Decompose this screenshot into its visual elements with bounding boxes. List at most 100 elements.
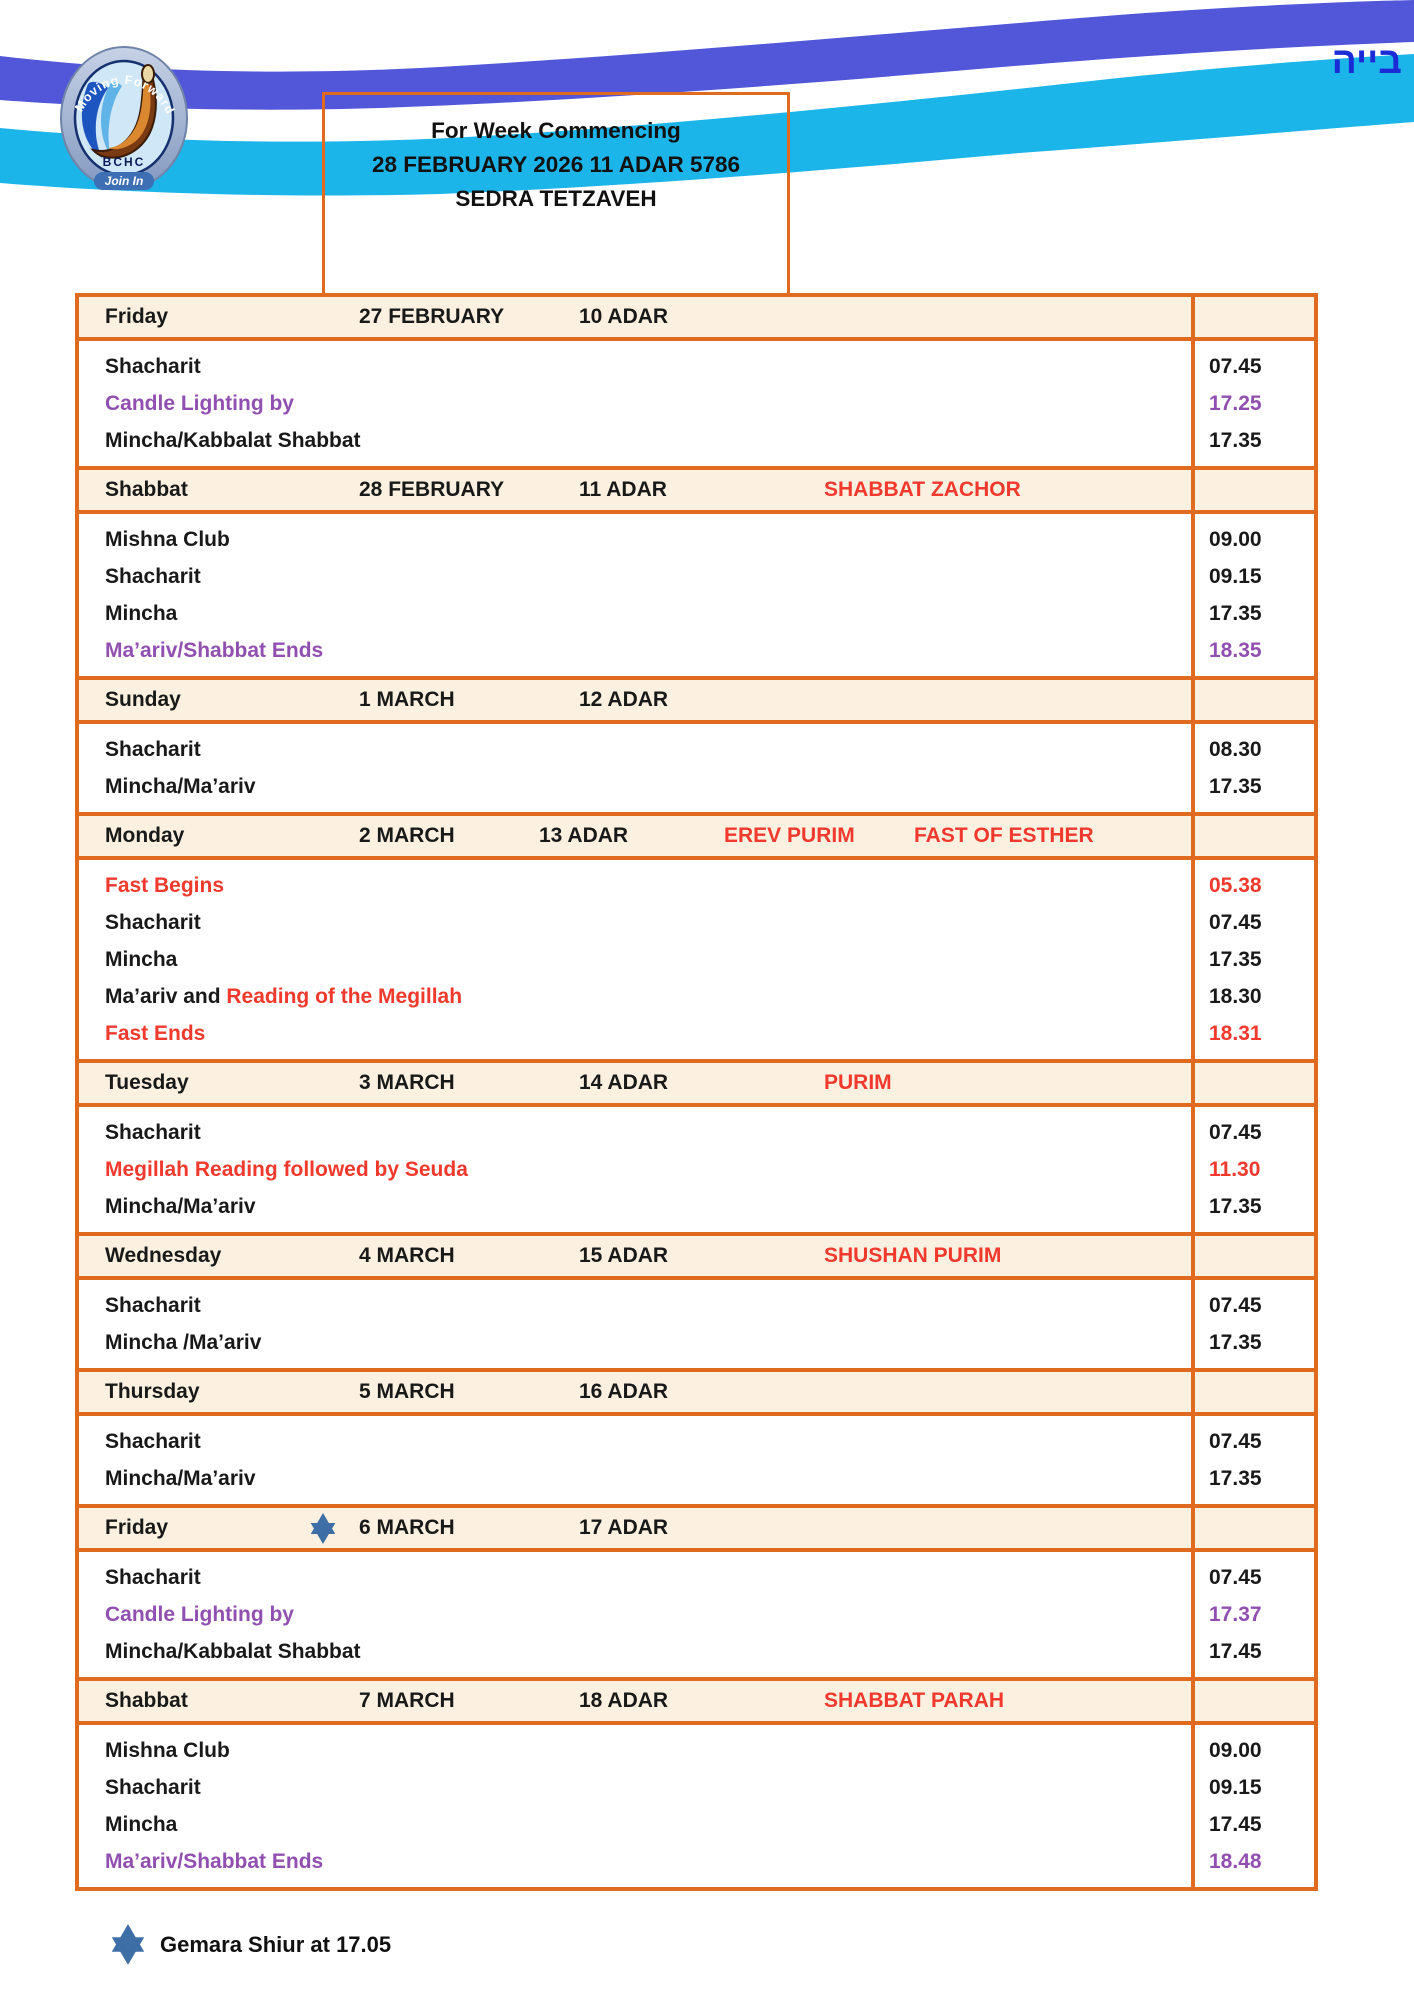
- service-label: Shacharit: [105, 1121, 201, 1144]
- header-wave-bands: [0, 0, 1414, 196]
- day-section-tuesday-3: Tuesday 3 MARCH 14 ADAR PURIM Shacharit …: [79, 1063, 1314, 1236]
- day-date: 3 MARCH: [359, 1071, 455, 1094]
- bchc-logo: Moving Forward BCHC Join In: [58, 44, 190, 194]
- service-time: 18.35: [1209, 639, 1262, 662]
- day-name: Shabbat: [105, 1689, 188, 1712]
- logo-banner: [94, 172, 154, 190]
- day-body-row: Shacharit Candle Lighting by Mincha/Kabb…: [79, 1552, 1314, 1677]
- day-date: 6 MARCH: [359, 1516, 455, 1539]
- hebrew-date: 14 ADAR: [579, 1071, 669, 1094]
- day-section-thursday-5: Thursday 5 MARCH 16 ADAR Shacharit Minch…: [79, 1372, 1314, 1508]
- service-label: Ma’ariv/Shabbat Ends: [105, 1850, 324, 1873]
- time-header-cell: [1191, 1508, 1314, 1548]
- time-header-cell: [1191, 297, 1314, 337]
- footer-note: Gemara Shiur at 17.05: [110, 1924, 391, 1965]
- service-time: 17.45: [1209, 1640, 1262, 1663]
- cyan-wave: [0, 54, 1414, 196]
- service-label: Mishna Club: [105, 1739, 230, 1762]
- day-header-row: Friday 27 FEBRUARY 10 ADAR: [79, 297, 1314, 341]
- hebrew-date: 11 ADAR: [579, 478, 667, 501]
- service-label: Shacharit: [105, 355, 201, 378]
- service-time: 18.30: [1209, 985, 1262, 1008]
- day-body-row: Mishna Club Shacharit Mincha Ma’ariv/Sha…: [79, 514, 1314, 676]
- service-time: 09.15: [1209, 1776, 1262, 1799]
- service-label: Shacharit: [105, 738, 201, 761]
- day-name: Monday: [105, 824, 185, 847]
- star-of-david-icon: [111, 1924, 145, 1965]
- service-label: Candle Lighting by: [105, 392, 294, 415]
- service-label: Mincha: [105, 602, 178, 625]
- festival-label: SHABBAT ZACHOR: [824, 478, 1021, 501]
- service-time: 18.48: [1209, 1850, 1262, 1873]
- day-date: 2 MARCH: [359, 824, 455, 847]
- service-time: 09.00: [1209, 1739, 1262, 1762]
- festival-label: EREV PURIM: [724, 824, 855, 847]
- day-body-row: Shacharit Candle Lighting by Mincha/Kabb…: [79, 341, 1314, 466]
- day-body-row: Fast Begins Shacharit Mincha Ma’ariv and…: [79, 860, 1314, 1059]
- service-label: Shacharit: [105, 1294, 201, 1317]
- day-header-row: Shabbat 7 MARCH 18 ADAR SHABBAT PARAH: [79, 1681, 1314, 1725]
- day-header-row: Tuesday 3 MARCH 14 ADAR PURIM: [79, 1063, 1314, 1107]
- service-time: 07.45: [1209, 1430, 1262, 1453]
- day-section-shabbat-28: Shabbat 28 FEBRUARY 11 ADAR SHABBAT ZACH…: [79, 470, 1314, 680]
- service-time: 17.35: [1209, 429, 1262, 452]
- service-label: Ma’ariv and Reading of the Megillah: [105, 985, 463, 1008]
- service-time: 17.37: [1209, 1603, 1262, 1626]
- day-header-row: Thursday 5 MARCH 16 ADAR: [79, 1372, 1314, 1416]
- time-header-cell: [1191, 470, 1314, 510]
- indigo-wave: [0, 0, 1414, 110]
- service-label: Megillah Reading followed by Seuda: [105, 1158, 468, 1181]
- day-body-row: Shacharit Mincha /Ma’ariv 07.45 17.35: [79, 1280, 1314, 1368]
- service-label: Mincha: [105, 1813, 178, 1836]
- day-section-friday-6: Friday 6 MARCH 17 ADAR Shacharit Candle …: [79, 1508, 1314, 1681]
- week-title-box: For Week Commencing 28 FEBRUARY 2026 11 …: [322, 92, 790, 293]
- day-section-shabbat-7: Shabbat 7 MARCH 18 ADAR SHABBAT PARAH Mi…: [79, 1681, 1314, 1887]
- service-label: Mincha/Ma’ariv: [105, 1467, 256, 1490]
- hebrew-date: 13 ADAR: [539, 824, 629, 847]
- service-time: 07.45: [1209, 355, 1262, 378]
- day-header-row: Monday 2 MARCH 13 ADAR EREV PURIM FAST O…: [79, 816, 1314, 860]
- hebrew-date: 16 ADAR: [579, 1380, 669, 1403]
- day-name: Wednesday: [105, 1244, 222, 1267]
- title-line1: For Week Commencing: [431, 118, 681, 143]
- title-line2: 28 FEBRUARY 2026 11 ADAR 5786: [371, 152, 741, 177]
- service-label: Mincha/Kabbalat Shabbat: [105, 1640, 361, 1663]
- service-time: 17.35: [1209, 602, 1262, 625]
- footer-note-text: Gemara Shiur at 17.05: [160, 1931, 392, 1957]
- logo-center-text: BCHC: [103, 155, 146, 169]
- day-date: 27 FEBRUARY: [359, 305, 505, 328]
- day-section-sunday-1: Sunday 1 MARCH 12 ADAR Shacharit Mincha/…: [79, 680, 1314, 816]
- day-name: Tuesday: [105, 1071, 189, 1094]
- hebrew-date: 18 ADAR: [579, 1689, 669, 1712]
- day-name: Thursday: [105, 1380, 200, 1403]
- festival-label: SHABBAT PARAH: [824, 1689, 1005, 1712]
- day-name: Friday: [105, 305, 169, 328]
- star-of-david-icon: [310, 1513, 336, 1544]
- day-header-row: Friday 6 MARCH 17 ADAR: [79, 1508, 1314, 1552]
- service-time: 07.45: [1209, 1121, 1262, 1144]
- service-label: Shacharit: [105, 565, 201, 588]
- megillah-reading-label: Reading of the Megillah: [226, 985, 463, 1008]
- hebrew-date: 17 ADAR: [579, 1516, 669, 1539]
- service-label: Fast Begins: [105, 874, 225, 897]
- hebrew-date: 10 ADAR: [579, 305, 669, 328]
- schedule-table: Friday 27 FEBRUARY 10 ADAR Shacharit Can…: [75, 293, 1318, 1891]
- service-time: 08.30: [1209, 738, 1262, 761]
- service-time: 17.35: [1209, 1331, 1262, 1354]
- day-name: Shabbat: [105, 478, 188, 501]
- service-time: 17.35: [1209, 948, 1262, 971]
- service-time: 07.45: [1209, 1294, 1262, 1317]
- day-body-row: Shacharit Mincha/Ma’ariv 07.45 17.35: [79, 1416, 1314, 1504]
- day-date: 28 FEBRUARY: [359, 478, 505, 501]
- day-header-row: Shabbat 28 FEBRUARY 11 ADAR SHABBAT ZACH…: [79, 470, 1314, 514]
- hebrew-date: 15 ADAR: [579, 1244, 669, 1267]
- service-label: Shacharit: [105, 1776, 201, 1799]
- logo-water-swoosh-2: [101, 82, 122, 154]
- logo-water-swoosh: [81, 81, 108, 158]
- service-label: Mincha: [105, 948, 178, 971]
- service-time: 07.45: [1209, 1566, 1262, 1589]
- time-header-cell: [1191, 680, 1314, 720]
- time-header-cell: [1191, 1236, 1314, 1276]
- service-time: 05.38: [1209, 874, 1262, 897]
